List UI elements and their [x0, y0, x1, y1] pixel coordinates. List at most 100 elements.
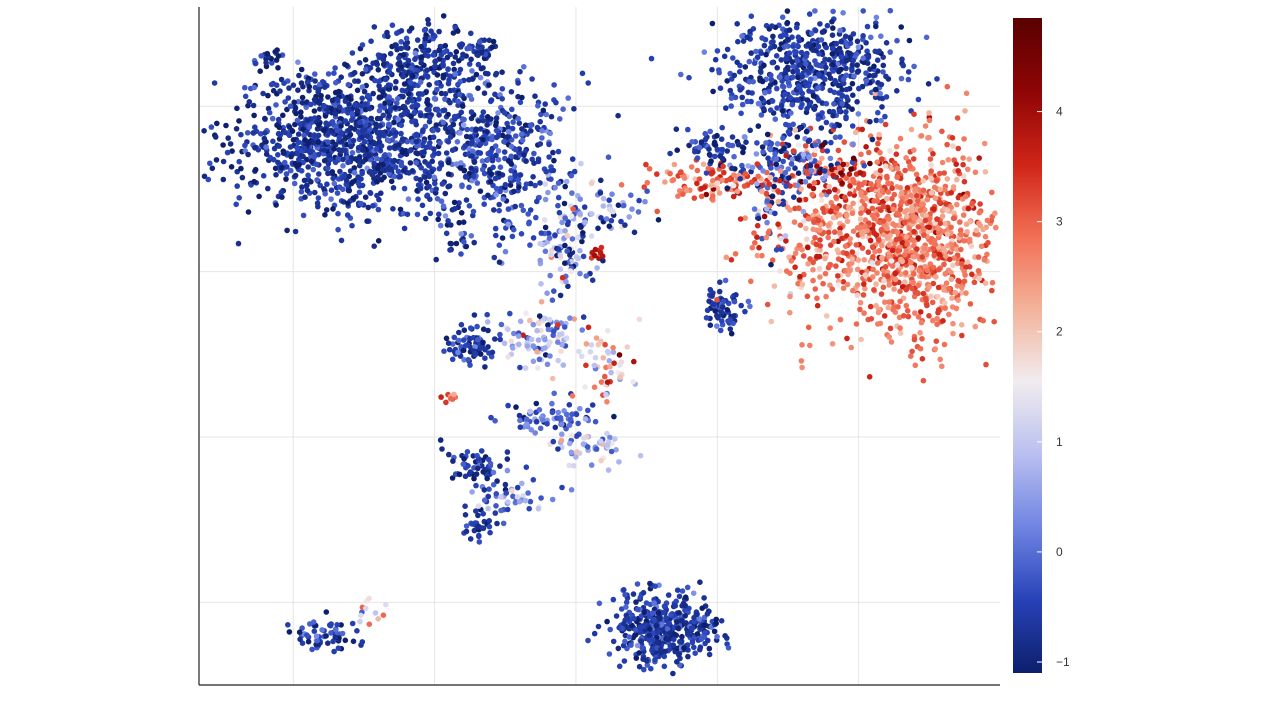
- cell-point: [458, 251, 464, 257]
- cell-point: [451, 66, 458, 73]
- cell-point: [976, 155, 982, 161]
- cell-point: [759, 188, 765, 195]
- cell-point: [783, 56, 789, 62]
- cell-point: [293, 110, 299, 117]
- cell-point: [873, 281, 879, 287]
- cell-point: [861, 310, 867, 316]
- cell-point: [960, 212, 967, 218]
- cell-point: [967, 301, 974, 307]
- cell-point: [873, 170, 879, 176]
- cell-point: [504, 467, 511, 474]
- cell-point: [676, 652, 682, 658]
- cell-point: [423, 144, 430, 151]
- cell-point: [390, 185, 397, 191]
- cell-point: [569, 156, 576, 162]
- cell-point: [511, 188, 517, 195]
- cell-point: [328, 630, 334, 636]
- cell-point: [882, 121, 889, 128]
- cell-point: [976, 275, 983, 282]
- cell-point: [839, 100, 846, 107]
- cell-point: [562, 183, 568, 190]
- cell-point: [799, 342, 805, 348]
- cell-point: [509, 233, 516, 240]
- cell-point: [457, 165, 464, 171]
- cell-point: [573, 433, 580, 439]
- cell-point: [623, 599, 630, 606]
- cell-point: [467, 325, 474, 331]
- cell-point: [449, 128, 456, 134]
- cell-point: [527, 180, 534, 187]
- cell-point: [419, 202, 426, 209]
- cell-point: [826, 71, 832, 78]
- cell-point: [823, 293, 829, 300]
- cell-point: [485, 156, 492, 163]
- cell-point: [325, 160, 332, 167]
- cell-point: [721, 169, 727, 176]
- cell-point: [580, 441, 587, 447]
- cell-point: [752, 240, 758, 246]
- cell-point: [398, 28, 405, 34]
- cell-point: [849, 80, 856, 87]
- cell-point: [912, 310, 918, 316]
- cell-point: [530, 358, 537, 365]
- cell-point: [850, 228, 857, 234]
- cell-point: [816, 265, 823, 272]
- cell-point: [902, 219, 908, 226]
- cell-point: [559, 431, 565, 438]
- cell-point: [412, 56, 418, 63]
- cell-point: [473, 508, 479, 514]
- cell-point: [458, 210, 465, 216]
- cell-point: [550, 167, 557, 174]
- cell-point: [989, 287, 995, 294]
- cell-point: [510, 119, 516, 125]
- cell-point: [527, 498, 534, 505]
- cell-point: [682, 613, 688, 619]
- cell-point: [559, 274, 566, 281]
- cell-point: [607, 434, 613, 441]
- cell-point: [880, 218, 887, 224]
- cell-point: [940, 318, 946, 324]
- cell-point: [421, 27, 428, 33]
- cell-point: [796, 62, 803, 68]
- cell-point: [400, 93, 406, 100]
- cell-point: [858, 205, 865, 211]
- cell-point: [711, 139, 718, 146]
- cell-point: [433, 122, 440, 128]
- cell-point: [530, 321, 537, 328]
- cell-point: [387, 50, 394, 57]
- cell-point: [280, 112, 286, 119]
- cell-point: [356, 189, 363, 196]
- cell-point: [891, 286, 897, 292]
- cell-point: [425, 21, 432, 27]
- cell-point: [739, 94, 745, 101]
- cell-point: [473, 471, 480, 477]
- cell-point: [825, 229, 832, 236]
- cell-point: [735, 38, 741, 45]
- cell-point: [702, 629, 708, 636]
- cell-point: [418, 43, 424, 50]
- cell-point: [978, 243, 985, 250]
- cell-point: [712, 308, 718, 314]
- cell-point: [460, 347, 467, 354]
- cell-point: [295, 131, 302, 137]
- cell-point: [621, 620, 627, 627]
- cell-point: [948, 276, 955, 283]
- cell-point: [542, 336, 548, 343]
- cell-point: [717, 85, 724, 91]
- cell-point: [436, 112, 442, 118]
- cell-point: [487, 529, 493, 536]
- cell-point: [467, 536, 474, 542]
- cell-point: [391, 173, 398, 180]
- cell-point: [926, 284, 932, 290]
- cell-point: [824, 148, 831, 154]
- cell-point: [332, 159, 339, 166]
- cell-point: [519, 94, 525, 101]
- cell-point: [317, 106, 323, 112]
- cell-point: [411, 109, 418, 115]
- cell-point: [965, 205, 972, 212]
- cell-point: [498, 507, 504, 514]
- cell-point: [596, 600, 603, 607]
- cell-point: [401, 104, 408, 110]
- cell-point: [870, 266, 876, 273]
- cell-point: [256, 193, 262, 200]
